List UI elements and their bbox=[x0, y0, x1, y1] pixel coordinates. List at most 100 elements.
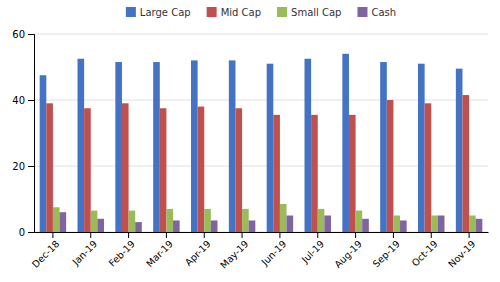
x-tick-mark bbox=[355, 232, 356, 238]
bar bbox=[476, 219, 483, 232]
y-tick: 40 bbox=[12, 95, 34, 106]
bar bbox=[425, 103, 432, 232]
bar bbox=[387, 100, 394, 232]
legend-item: Large Cap bbox=[126, 7, 191, 18]
legend-label: Small Cap bbox=[291, 7, 341, 18]
grid-line bbox=[34, 34, 488, 35]
bar bbox=[78, 59, 85, 232]
bar bbox=[349, 115, 356, 232]
y-tick: 0 bbox=[19, 227, 34, 238]
x-tick-label: Aug-19 bbox=[332, 238, 364, 270]
x-tick: Oct-19 bbox=[409, 232, 439, 268]
bar bbox=[191, 60, 198, 232]
x-tick: Nov-19 bbox=[446, 232, 478, 270]
y-tick-mark bbox=[28, 100, 34, 101]
bar bbox=[400, 220, 407, 232]
x-tick: May-19 bbox=[218, 232, 251, 271]
bar bbox=[356, 211, 363, 232]
bar bbox=[362, 219, 369, 232]
bar bbox=[46, 103, 53, 232]
x-tick: Feb-19 bbox=[106, 232, 137, 269]
x-tick-mark bbox=[431, 232, 432, 238]
bar bbox=[393, 216, 400, 233]
x-tick-mark bbox=[90, 232, 91, 238]
y-tick-label: 40 bbox=[12, 95, 25, 106]
x-tick-mark bbox=[393, 232, 394, 238]
bar bbox=[60, 212, 67, 232]
x-tick-label: Jun-19 bbox=[258, 238, 288, 268]
y-axis-line bbox=[28, 35, 35, 233]
bar bbox=[311, 115, 318, 232]
x-tick-label: Apr-19 bbox=[183, 238, 213, 268]
y-tick-mark bbox=[28, 232, 34, 233]
plot: 0204060Dec-18Jan-19Feb-19Mar-19Apr-19May… bbox=[12, 29, 488, 271]
y-tick-label: 0 bbox=[19, 227, 25, 238]
bar bbox=[280, 204, 287, 232]
x-tick-mark bbox=[279, 232, 280, 238]
bar bbox=[40, 75, 47, 232]
bar bbox=[242, 209, 249, 232]
x-tick: Aug-19 bbox=[332, 232, 364, 270]
bar bbox=[97, 219, 104, 232]
bar bbox=[173, 220, 180, 232]
x-tick-label: Jan-19 bbox=[69, 238, 99, 268]
x-tick-mark bbox=[469, 232, 470, 238]
x-tick-label: Feb-19 bbox=[106, 238, 137, 269]
bar bbox=[115, 62, 122, 232]
bar bbox=[91, 211, 98, 232]
bar bbox=[418, 64, 425, 232]
x-tick-label: Jul-19 bbox=[299, 238, 327, 266]
bar bbox=[456, 69, 463, 232]
x-tick-mark bbox=[317, 232, 318, 238]
legend-swatch bbox=[277, 7, 287, 17]
bar bbox=[273, 115, 280, 232]
x-tick-label: Nov-19 bbox=[446, 238, 478, 270]
bar bbox=[318, 209, 325, 232]
x-tick-mark bbox=[128, 232, 129, 238]
legend-item: Mid Cap bbox=[207, 7, 261, 18]
bar bbox=[129, 211, 136, 232]
bar bbox=[305, 59, 312, 232]
x-tick-label: Mar-19 bbox=[144, 238, 175, 269]
bar bbox=[135, 222, 142, 232]
bar bbox=[235, 108, 242, 232]
legend-label: Cash bbox=[371, 7, 396, 18]
x-tick: Sep-19 bbox=[370, 232, 401, 269]
bar bbox=[198, 107, 205, 232]
x-tick: Apr-19 bbox=[183, 232, 213, 268]
bar bbox=[438, 216, 445, 233]
bar bbox=[160, 108, 167, 232]
y-tick: 20 bbox=[12, 161, 34, 172]
legend-item: Cash bbox=[357, 7, 396, 18]
legend-item: Small Cap bbox=[277, 7, 341, 18]
x-tick: Jun-19 bbox=[258, 232, 288, 268]
bar bbox=[342, 54, 349, 232]
x-axis-line bbox=[35, 232, 489, 233]
legend-swatch bbox=[126, 7, 136, 17]
bar bbox=[53, 207, 60, 232]
legend-swatch bbox=[207, 7, 217, 17]
legend: Large Cap Mid Cap Small Cap Cash bbox=[126, 7, 396, 18]
bar bbox=[122, 103, 129, 232]
y-tick-mark bbox=[28, 166, 34, 167]
bar bbox=[287, 216, 294, 233]
bar bbox=[462, 95, 469, 232]
x-axis: Dec-18Jan-19Feb-19Mar-19 Apr-19May-19Jun-… bbox=[30, 232, 489, 271]
bars bbox=[40, 54, 483, 232]
bar bbox=[324, 216, 331, 233]
grid bbox=[34, 34, 488, 232]
x-tick-label: Oct-19 bbox=[409, 238, 439, 268]
y-axis: 0204060 bbox=[12, 29, 34, 238]
x-tick-label: Dec-18 bbox=[30, 238, 62, 270]
bar bbox=[431, 216, 438, 233]
bar-series bbox=[46, 95, 469, 232]
legend-swatch bbox=[357, 7, 367, 17]
bar bbox=[153, 62, 160, 232]
y-tick-mark bbox=[28, 34, 34, 35]
bar bbox=[204, 209, 211, 232]
bar bbox=[211, 220, 218, 232]
x-tick: Jul-19 bbox=[299, 232, 327, 266]
bar-series bbox=[53, 204, 476, 232]
x-tick: Dec-18 bbox=[30, 232, 62, 270]
bar-series bbox=[40, 54, 463, 232]
